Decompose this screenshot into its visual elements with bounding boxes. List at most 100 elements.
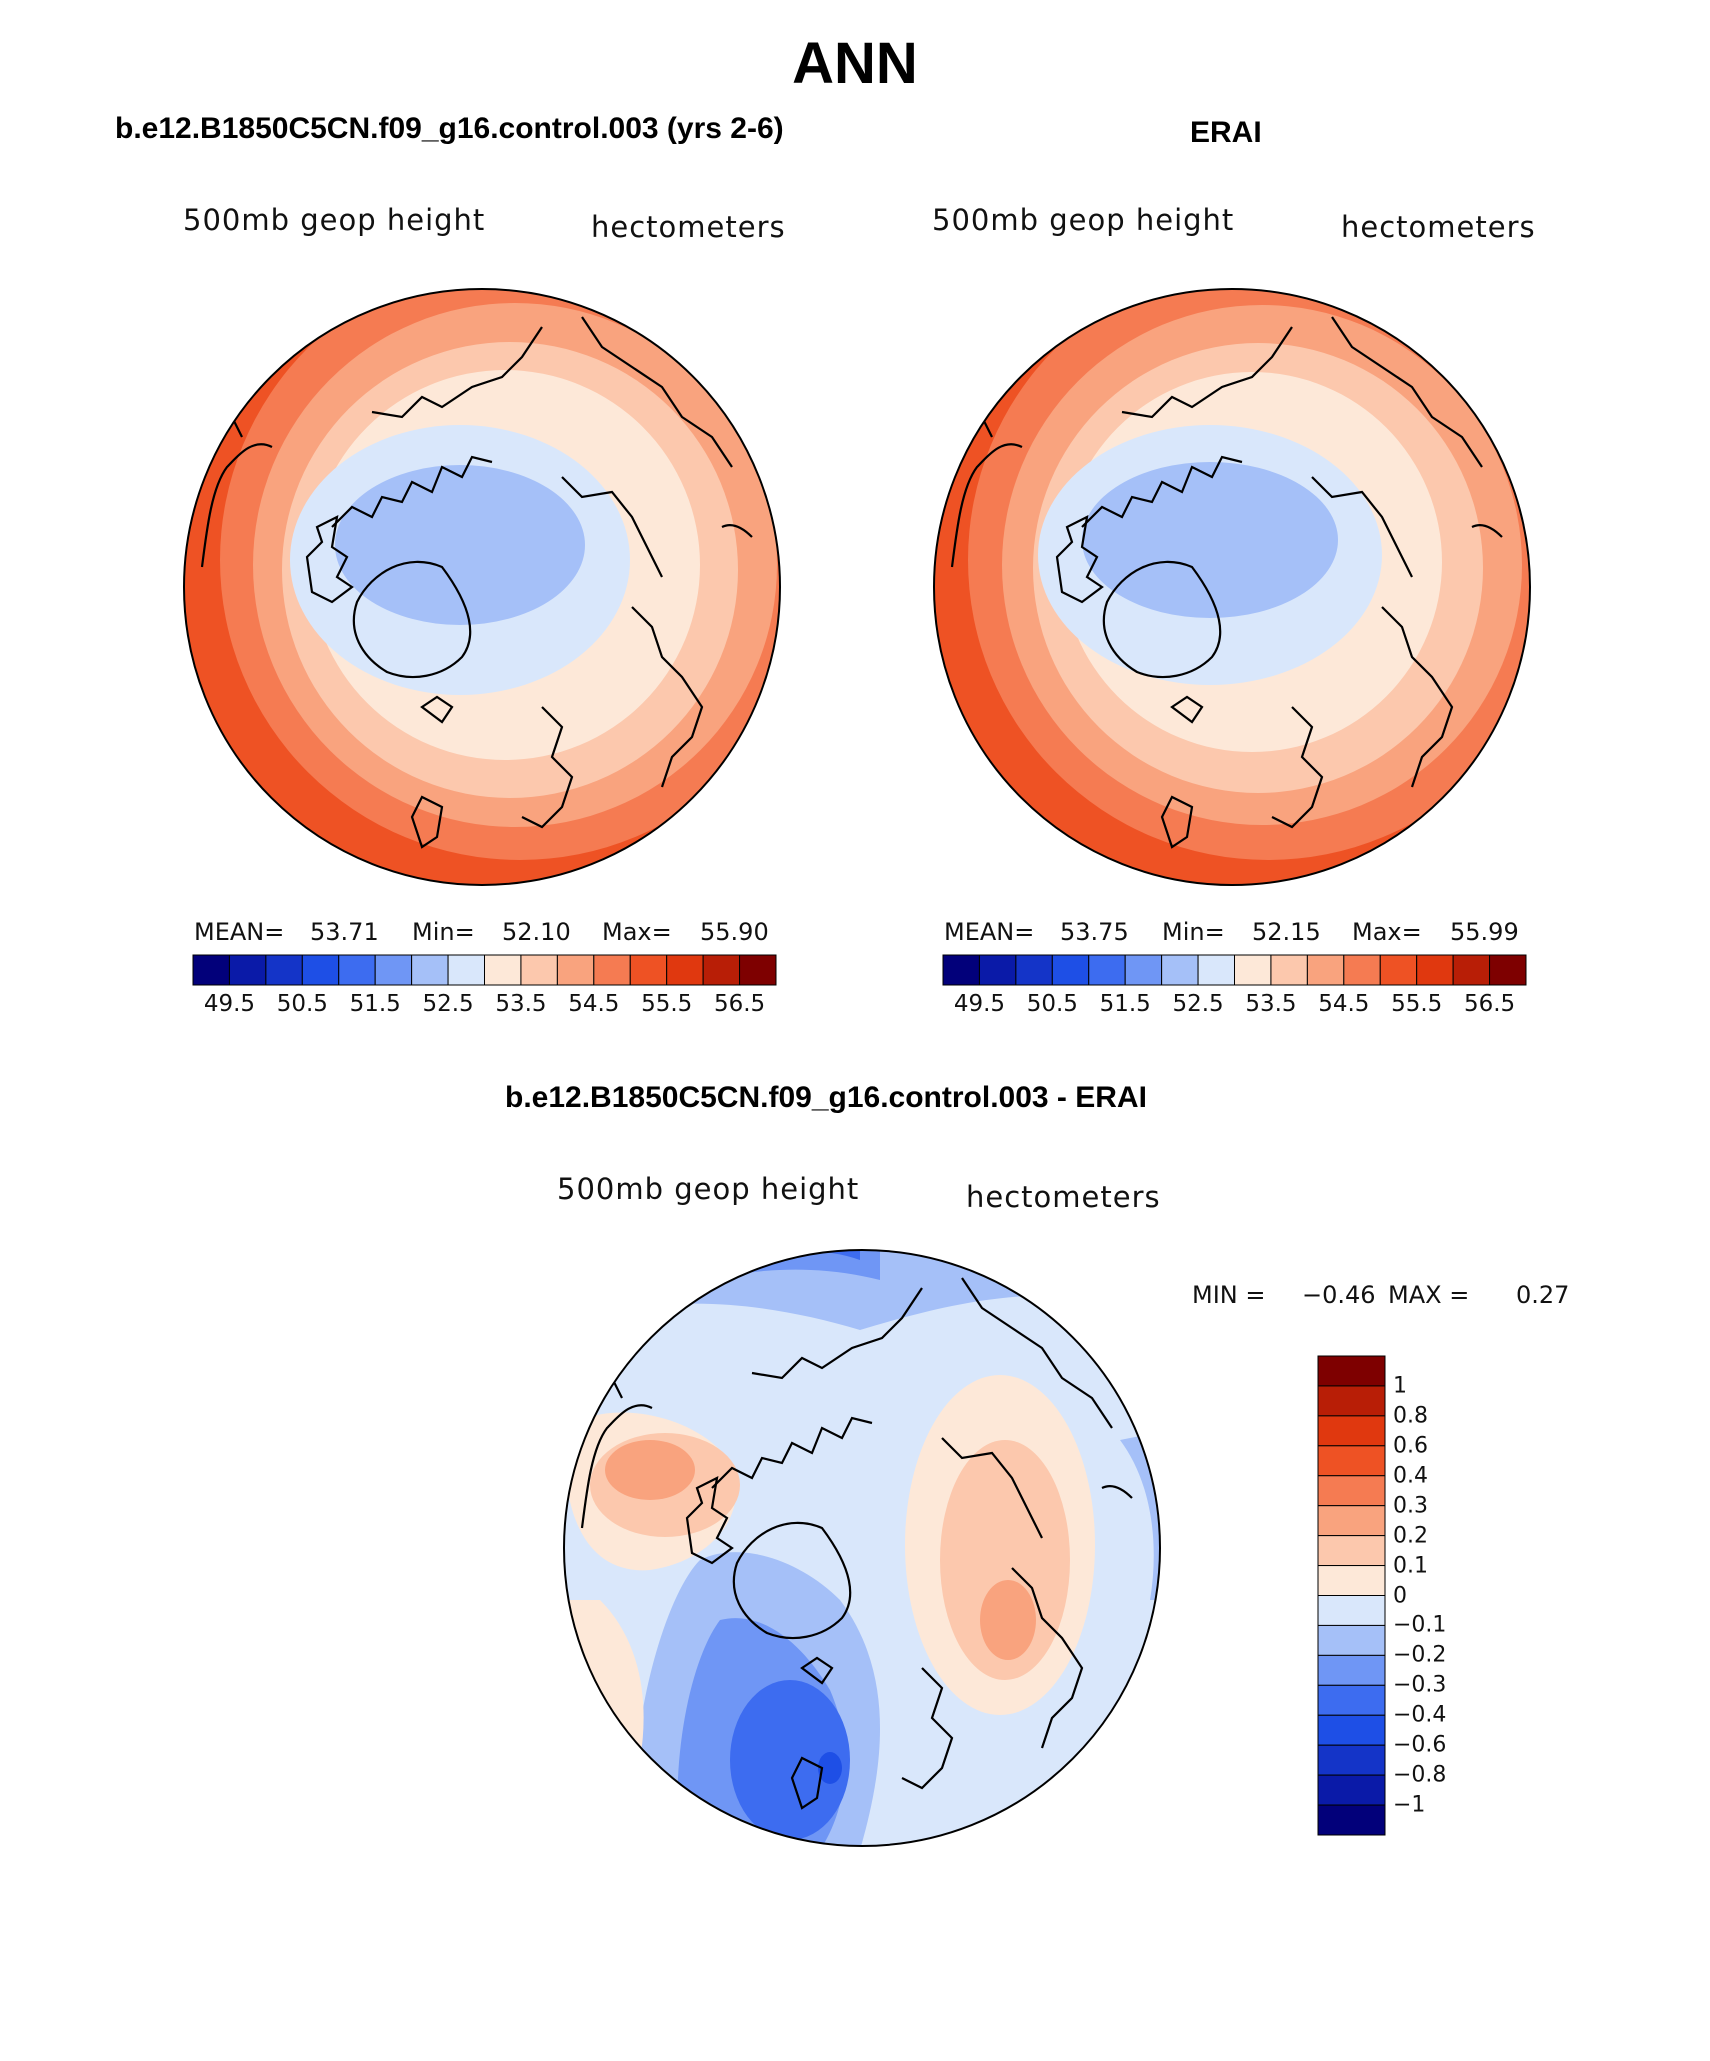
obs-colorbar-box [978,954,1017,986]
diff-colorbar-box [1317,1804,1386,1836]
diff-colorbar-tick: −0.2 [1393,1642,1447,1668]
model-mean-label: MEAN= [194,918,285,946]
diff-max-label: MAX = [1388,1281,1470,1309]
obs-colorbar-tick: 51.5 [1099,991,1151,1017]
diff-colorbar-tick: −0.1 [1393,1612,1447,1638]
obs-mean-label: MEAN= [944,918,1035,946]
model-colorbar-box [520,954,558,986]
diff-colorbar-tick: 0.8 [1393,1403,1428,1429]
model-colorbar-box [593,954,631,986]
obs-max-value: 55.99 [1450,918,1519,946]
model-colorbar-box [739,954,777,986]
diff-colorbar-box [1317,1505,1386,1537]
diff-colorbar-box [1317,1355,1386,1387]
obs-colorbar-tick: 56.5 [1463,991,1516,1017]
model-colorbar-tick: 51.5 [349,991,401,1017]
diff-colorbar-box [1317,1385,1386,1417]
model-colorbar-box [702,954,741,986]
obs-colorbar-tick: 54.5 [1318,991,1370,1017]
obs-mean-value: 53.75 [1060,918,1129,946]
diff-min-value: −0.46 [1302,1281,1376,1309]
obs-variable-label: 500mb geop height [932,203,1235,237]
diff-colorbar-tick: 0.1 [1393,1553,1428,1579]
model-colorbar-box [484,954,522,986]
obs-colorbar-box [1489,954,1527,986]
diff-min-label: MIN = [1192,1281,1266,1309]
obs-colorbar [942,954,1527,986]
obs-colorbar-box [1452,954,1491,986]
diff-colorbar-tick: −0.3 [1393,1672,1447,1698]
obs-colorbar-box [1197,954,1235,986]
model-panel-title: b.e12.B1850C5CN.f09_g16.control.003 (yrs… [115,112,784,145]
model-colorbar [192,954,777,986]
model-colorbar-tick: 56.5 [713,991,766,1017]
diff-colorbar-tick: −0.8 [1393,1762,1447,1788]
model-colorbar-box [666,954,704,986]
diff-max-value: 0.27 [1516,1281,1570,1309]
obs-map-border [933,288,1531,886]
diff-colorbar-tick: 1 [1393,1373,1407,1399]
model-map-border [183,288,781,886]
model-colorbar-box [556,954,595,986]
obs-colorbar-tick: 52.5 [1172,991,1224,1017]
model-colorbar-box [301,954,340,986]
obs-colorbar-box [1161,954,1199,986]
model-mean-value: 53.71 [310,918,379,946]
model-colorbar-tick: 55.5 [641,991,693,1017]
diff-map [564,1250,1160,1846]
obs-units-label: hectometers [1341,210,1536,244]
diff-colorbar-box [1317,1654,1386,1686]
diff-colorbar-box [1317,1565,1386,1596]
obs-colorbar-box [1343,954,1381,986]
diff-colorbar-tick: 0.2 [1393,1523,1428,1549]
model-colorbar-tick: 53.5 [495,991,547,1017]
diff-panel-title: b.e12.B1850C5CN.f09_g16.control.003 - ER… [505,1081,1147,1114]
obs-colorbar-box [1379,954,1418,986]
diff-colorbar-box [1317,1774,1386,1806]
model-min-value: 52.10 [502,918,571,946]
diff-colorbar-tick: −1 [1393,1792,1426,1818]
model-map [184,289,780,885]
model-colorbar-box [265,954,303,986]
obs-colorbar-box [1306,954,1345,986]
model-colorbar-box [338,954,376,986]
obs-colorbar-tick: 55.5 [1391,991,1443,1017]
diff-colorbar-box [1317,1714,1386,1746]
diff-colorbar-box [1317,1684,1386,1716]
diff-colorbar-tick: −0.4 [1393,1702,1447,1728]
diff-colorbar-box [1317,1624,1386,1656]
obs-colorbar-box [1015,954,1053,986]
diff-colorbar-box [1317,1475,1386,1507]
model-colorbar-box [192,954,230,986]
obs-colorbar-box [1416,954,1454,986]
diff-units-label: hectometers [966,1180,1161,1214]
model-colorbar-box [629,954,668,986]
obs-map [934,289,1530,885]
diff-colorbar-tick: −0.6 [1393,1732,1447,1758]
obs-colorbar-tick: 50.5 [1026,991,1078,1017]
obs-max-label: Max= [1352,918,1422,946]
model-colorbar-box [374,954,413,986]
diff-colorbar-box [1317,1744,1386,1776]
model-colorbar-tick: 50.5 [276,991,328,1017]
obs-colorbar-tick: 53.5 [1245,991,1297,1017]
main-title: ANN [792,31,918,96]
obs-colorbar-box [1051,954,1090,986]
obs-min-label: Min= [1162,918,1225,946]
diff-colorbar-box [1317,1595,1386,1626]
obs-colorbar-box [1234,954,1272,986]
obs-colorbar-box [1088,954,1126,986]
diff-variable-label: 500mb geop height [557,1172,860,1206]
model-colorbar-tick: 52.5 [422,991,474,1017]
model-colorbar-box [447,954,485,986]
obs-min-value: 52.15 [1252,918,1321,946]
model-colorbar-box [411,954,449,986]
model-max-label: Max= [602,918,672,946]
obs-colorbar-tick: 49.5 [953,991,1006,1017]
obs-colorbar-box [942,954,980,986]
model-colorbar-tick: 54.5 [568,991,620,1017]
diff-colorbar-tick: 0.3 [1393,1493,1428,1519]
diff-colorbar-box [1317,1535,1386,1567]
model-units-label: hectometers [591,210,786,244]
